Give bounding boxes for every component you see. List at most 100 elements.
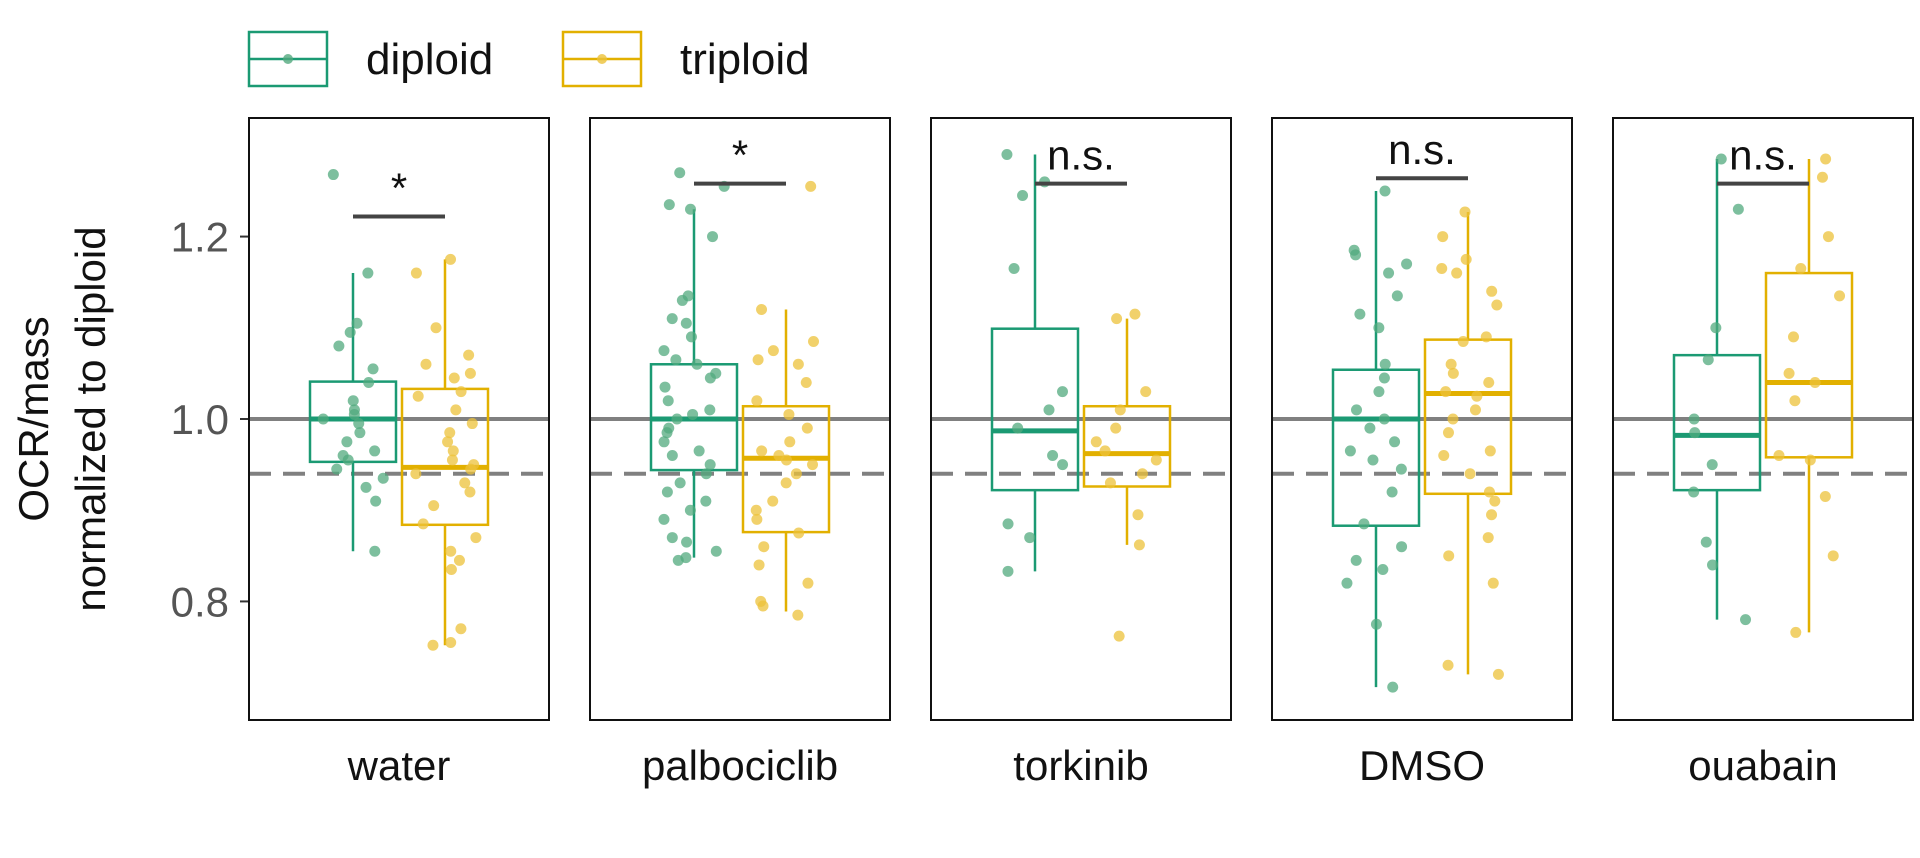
data-point (377, 472, 389, 484)
data-point (672, 554, 684, 566)
data-point (1379, 358, 1391, 370)
box-triploid (741, 180, 831, 621)
data-point (783, 408, 795, 420)
data-point (658, 513, 670, 525)
data-point (1483, 486, 1495, 498)
data-point (448, 372, 460, 384)
data-point (1017, 190, 1029, 202)
data-point (758, 541, 770, 553)
panels: *water*palbociclibn.s.torkinibn.s.DMSOn.… (248, 117, 1914, 789)
data-point (1710, 322, 1722, 334)
box-iqr (1082, 404, 1172, 488)
data-point (757, 600, 769, 612)
data-point (1440, 386, 1452, 398)
y-tick-label: 1.0 (171, 396, 229, 443)
data-point (1111, 313, 1123, 325)
data-point (1132, 509, 1144, 521)
legend-key-point (283, 54, 293, 64)
data-point (465, 463, 477, 475)
data-point (1379, 185, 1391, 197)
box-triploid (1764, 153, 1854, 638)
data-point (704, 404, 716, 416)
data-point (342, 454, 354, 466)
data-point (353, 418, 365, 430)
data-point (1401, 258, 1413, 270)
data-point (1057, 459, 1069, 471)
data-point (1442, 659, 1454, 671)
data-point (464, 367, 476, 379)
data-point (1816, 171, 1828, 183)
y-axis-title-line: OCR/mass (10, 316, 57, 521)
panel-frame (248, 117, 550, 721)
data-point (670, 354, 682, 366)
data-point (1350, 249, 1362, 261)
box-iqr (990, 327, 1080, 492)
data-point (662, 395, 674, 407)
data-point (1437, 231, 1449, 243)
data-point (1795, 263, 1807, 274)
data-point (1110, 422, 1122, 434)
data-point (1099, 445, 1111, 457)
data-point (1787, 331, 1799, 343)
data-point (1702, 354, 1714, 366)
data-point (1451, 267, 1463, 279)
box-triploid (400, 253, 490, 651)
data-point (790, 468, 802, 480)
box-triploid (1082, 308, 1172, 642)
data-point (1140, 386, 1152, 398)
data-point (444, 427, 456, 439)
data-point (1133, 539, 1145, 551)
data-point (410, 267, 422, 279)
data-point (1377, 564, 1389, 575)
data-point (1819, 491, 1831, 503)
data-point (1370, 618, 1382, 630)
panel-frame (1271, 117, 1573, 721)
data-point (1043, 404, 1055, 416)
panel-label: DMSO (1359, 742, 1485, 789)
data-point (455, 386, 467, 398)
legend: diploid triploid (247, 30, 810, 88)
data-point (1834, 290, 1846, 302)
data-point (427, 639, 439, 651)
data-point (801, 422, 813, 434)
y-axis-title-line: normalized to diploid (67, 226, 114, 611)
data-point (1822, 231, 1834, 243)
data-point (1486, 509, 1498, 521)
legend-item-diploid: diploid (247, 30, 493, 88)
data-point (410, 468, 422, 480)
data-point (1113, 630, 1125, 642)
data-point (700, 468, 712, 480)
data-point (807, 459, 819, 471)
data-point (463, 349, 475, 361)
data-point (780, 477, 792, 489)
data-point (1464, 468, 1476, 480)
data-point (1090, 436, 1102, 448)
data-point (1047, 449, 1059, 461)
data-point (674, 167, 686, 179)
data-point (1487, 577, 1499, 589)
data-point (700, 495, 712, 507)
data-point (447, 445, 459, 457)
data-point (333, 340, 345, 352)
facet-panel-ouabain: n.s. ouabain (1612, 117, 1914, 789)
data-point (1344, 445, 1356, 457)
data-point (1457, 335, 1469, 347)
data-point (470, 532, 482, 544)
data-point (685, 331, 697, 343)
data-point (751, 395, 763, 407)
data-point (344, 326, 356, 338)
data-point (367, 363, 379, 375)
data-point (693, 445, 705, 457)
box-iqr (1331, 368, 1421, 527)
data-point (1396, 541, 1408, 553)
data-point (1706, 459, 1718, 471)
y-tick-label: 0.8 (171, 578, 229, 625)
data-point (442, 436, 454, 448)
box-diploid (990, 148, 1080, 577)
data-point (671, 413, 683, 425)
data-point (1489, 495, 1501, 507)
data-point (1367, 454, 1379, 466)
data-point (1395, 463, 1407, 475)
data-point (751, 513, 763, 525)
data-point (341, 436, 353, 448)
